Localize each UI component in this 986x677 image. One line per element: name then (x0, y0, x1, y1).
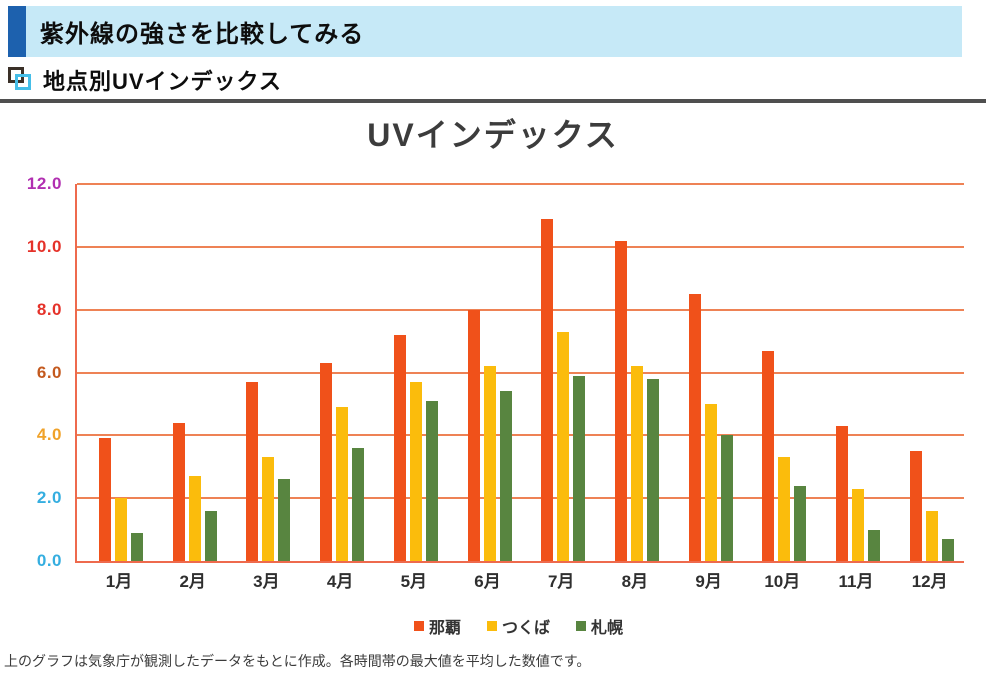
bar (852, 488, 864, 561)
bar (352, 447, 365, 561)
gridline (77, 497, 964, 500)
legend-item: つくば (486, 614, 550, 638)
bar-group (467, 184, 512, 561)
bar (204, 510, 217, 561)
gridline (77, 371, 964, 374)
bar (115, 498, 127, 561)
x-axis-label: 3月 (253, 572, 280, 591)
x-axis-label: 8月 (621, 572, 649, 591)
legend-marker (486, 621, 497, 631)
x-axis-label: 9月 (695, 572, 722, 591)
bar (467, 309, 480, 561)
bar-group (836, 184, 880, 561)
y-axis-tick-label: 10.0 (26, 236, 62, 256)
bar (188, 476, 201, 561)
header-banner: 紫外線の強さを比較してみる (8, 6, 962, 57)
chart-title: UVインデックス (367, 117, 619, 153)
x-axis: 1月 2月 3月 4月 5月 6月 7月 8月 9月 10月 11月 12月 (75, 567, 962, 591)
bar (646, 378, 659, 561)
y-axis: 0.0 2.0 4.0 6.0 8.0 10.0 12.0 (0, 174, 62, 570)
gridline (77, 434, 964, 437)
bar (131, 532, 143, 561)
x-axis-label: 1月 (105, 572, 133, 591)
bar (172, 422, 185, 561)
bar-group (393, 184, 438, 561)
x-axis-label: 12月 (911, 572, 948, 591)
gridline (77, 183, 964, 185)
x-axis-label: 10月 (764, 572, 801, 591)
bar (868, 529, 880, 561)
bar-group (246, 184, 291, 561)
legend-label: つくば (501, 620, 550, 637)
y-axis-tick-label: 12.0 (26, 174, 62, 193)
x-axis-label: 2月 (179, 572, 206, 591)
gridline (77, 308, 964, 311)
y-axis-tick-label: 4.0 (36, 425, 62, 445)
x-axis-label: 11月 (838, 572, 874, 591)
legend: 那覇 つくば 札幌 (75, 614, 962, 638)
bar-group (320, 184, 365, 561)
bar (99, 438, 111, 561)
legend-item: 札幌 (576, 614, 623, 638)
legend-item: 那覇 (413, 614, 461, 638)
legend-marker (576, 621, 586, 631)
y-axis-tick-label: 0.0 (36, 551, 62, 570)
bar-group (762, 184, 807, 561)
bar (941, 539, 954, 561)
bar (688, 293, 701, 561)
x-axis-label: 6月 (474, 572, 501, 591)
section-divider (0, 99, 986, 103)
bar (262, 457, 275, 561)
bar (778, 457, 791, 561)
bar (836, 425, 848, 561)
bar (320, 363, 333, 561)
square-cyan (15, 74, 31, 90)
bar (909, 451, 922, 561)
bar (246, 381, 259, 561)
y-axis-tick-label: 2.0 (36, 488, 62, 508)
section-heading-row: 地点別UVインデックス (8, 64, 282, 96)
bar (925, 510, 938, 561)
overlapping-squares-icon (8, 67, 34, 93)
bar (278, 479, 291, 561)
bar (720, 435, 733, 561)
bar (499, 391, 512, 561)
bar-group (909, 184, 954, 561)
bar (704, 403, 717, 561)
source-note: 上のグラフは気象庁が観測したデータをもとに作成。各時間帯の最大値を平均した数値で… (4, 653, 591, 669)
x-axis-label: 5月 (400, 572, 428, 591)
bar-group (688, 184, 733, 561)
legend-marker (413, 621, 424, 631)
section-heading: 地点別UVインデックス (43, 69, 282, 94)
legend-label: 札幌 (591, 620, 624, 637)
bar (336, 407, 349, 561)
bar-group (614, 184, 659, 561)
y-axis-tick-label: 8.0 (36, 299, 62, 319)
header-title: 紫外線の強さを比較してみる (40, 21, 365, 48)
x-axis-label: 7月 (547, 572, 575, 591)
x-axis-label: 4月 (326, 572, 354, 591)
gridline (77, 245, 964, 248)
legend-label: 那覇 (428, 620, 461, 637)
bar (483, 366, 496, 561)
y-axis-tick-label: 6.0 (36, 362, 62, 382)
bar (573, 375, 586, 561)
plot-area (75, 183, 964, 563)
bar (614, 240, 627, 561)
bar (425, 400, 438, 561)
bar (794, 485, 807, 561)
bar (557, 331, 570, 561)
bar (409, 381, 422, 561)
bar (541, 218, 554, 561)
bar (630, 366, 643, 561)
bar (762, 350, 775, 561)
header-accent-block (8, 6, 26, 57)
bar-group (172, 184, 217, 561)
bar (393, 334, 406, 561)
bar-group (541, 184, 586, 561)
bar-group (99, 184, 143, 561)
